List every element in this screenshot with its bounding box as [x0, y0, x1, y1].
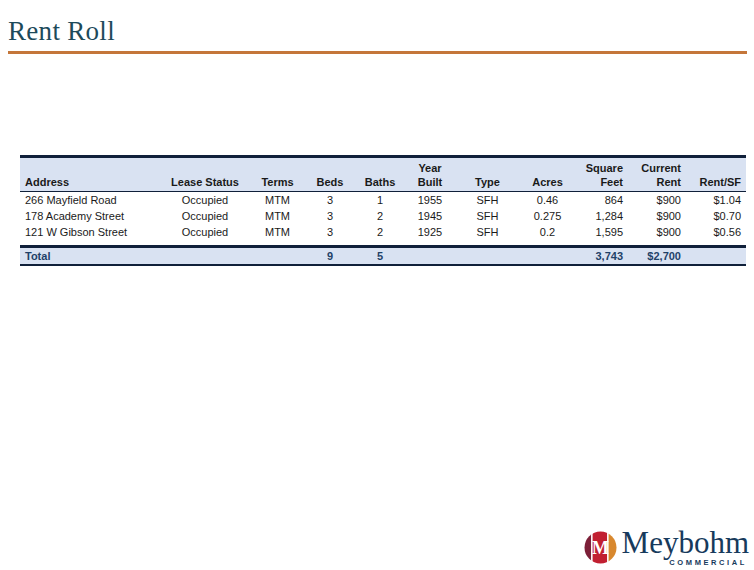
total-cell	[160, 246, 250, 265]
table-cell: 0.46	[520, 191, 575, 208]
table-header: AddressLease StatusTermsBedsBathsYearBui…	[20, 157, 746, 192]
table-cell: Occupied	[160, 208, 250, 224]
total-cell	[250, 246, 305, 265]
table-cell: 1,595	[575, 224, 628, 240]
rent-roll-table: AddressLease StatusTermsBedsBathsYearBui…	[20, 155, 746, 266]
header-cell: Rent/SF	[686, 157, 746, 192]
header-cell: Address	[20, 157, 160, 192]
table-row: 121 W Gibson StreetOccupiedMTM321925SFH0…	[20, 224, 746, 240]
total-cell: 3,743	[575, 246, 628, 265]
table-cell: $900	[628, 208, 686, 224]
header-cell: Lease Status	[160, 157, 250, 192]
table-cell: 178 Academy Street	[20, 208, 160, 224]
table-cell: SFH	[455, 208, 520, 224]
table-cell: $1.04	[686, 191, 746, 208]
table-cell: $900	[628, 224, 686, 240]
total-cell	[686, 246, 746, 265]
table-cell: $0.56	[686, 224, 746, 240]
total-cell	[455, 246, 520, 265]
total-cell: $2,700	[628, 246, 686, 265]
header-cell: Terms	[250, 157, 305, 192]
table-cell: MTM	[250, 191, 305, 208]
table-cell: 3	[305, 224, 355, 240]
table-cell: $900	[628, 191, 686, 208]
header-cell: Acres	[520, 157, 575, 192]
table-cell: 0.2	[520, 224, 575, 240]
svg-text:M: M	[592, 538, 609, 558]
table-cell: $0.70	[686, 208, 746, 224]
total-cell: Total	[20, 246, 160, 265]
logo-text: Meybohm COMMERCIAL	[622, 528, 749, 567]
total-cell	[405, 246, 455, 265]
header-cell: Beds	[305, 157, 355, 192]
table-cell: SFH	[455, 224, 520, 240]
table-cell: 0.275	[520, 208, 575, 224]
table-cell: Occupied	[160, 191, 250, 208]
table-cell: 2	[355, 224, 405, 240]
table-header-row: AddressLease StatusTermsBedsBathsYearBui…	[20, 157, 746, 192]
table-cell: 1,284	[575, 208, 628, 224]
table-cell: Occupied	[160, 224, 250, 240]
table-cell: 1925	[405, 224, 455, 240]
page-title: Rent Roll	[8, 16, 115, 47]
table-cell: MTM	[250, 208, 305, 224]
header-cell: SquareFeet	[575, 157, 628, 192]
header-cell: CurrentRent	[628, 157, 686, 192]
table-footer: Total 95 3,743$2,700	[20, 240, 746, 265]
table-row: 178 Academy StreetOccupiedMTM321945SFH0.…	[20, 208, 746, 224]
total-cell: 5	[355, 246, 405, 265]
total-row: Total 95 3,743$2,700	[20, 246, 746, 265]
title-divider	[8, 51, 747, 54]
total-cell: 9	[305, 246, 355, 265]
logo-name: Meybohm	[622, 528, 749, 557]
table-body: 266 Mayfield RoadOccupiedMTM311955SFH0.4…	[20, 191, 746, 240]
meybohm-m-circle-icon: M	[584, 531, 617, 564]
table-cell: 864	[575, 191, 628, 208]
table-cell: 1	[355, 191, 405, 208]
header-cell: Type	[455, 157, 520, 192]
table-cell: 121 W Gibson Street	[20, 224, 160, 240]
meybohm-logo: M Meybohm COMMERCIAL	[584, 528, 749, 567]
table-cell: 1955	[405, 191, 455, 208]
table-cell: SFH	[455, 191, 520, 208]
table-cell: MTM	[250, 224, 305, 240]
table-cell: 1945	[405, 208, 455, 224]
header-cell: YearBuilt	[405, 157, 455, 192]
logo-subtitle: COMMERCIAL	[669, 558, 747, 567]
table-cell: 3	[305, 208, 355, 224]
table-cell: 266 Mayfield Road	[20, 191, 160, 208]
total-cell	[520, 246, 575, 265]
table-cell: 2	[355, 208, 405, 224]
table-row: 266 Mayfield RoadOccupiedMTM311955SFH0.4…	[20, 191, 746, 208]
header-cell: Baths	[355, 157, 405, 192]
table-cell: 3	[305, 191, 355, 208]
